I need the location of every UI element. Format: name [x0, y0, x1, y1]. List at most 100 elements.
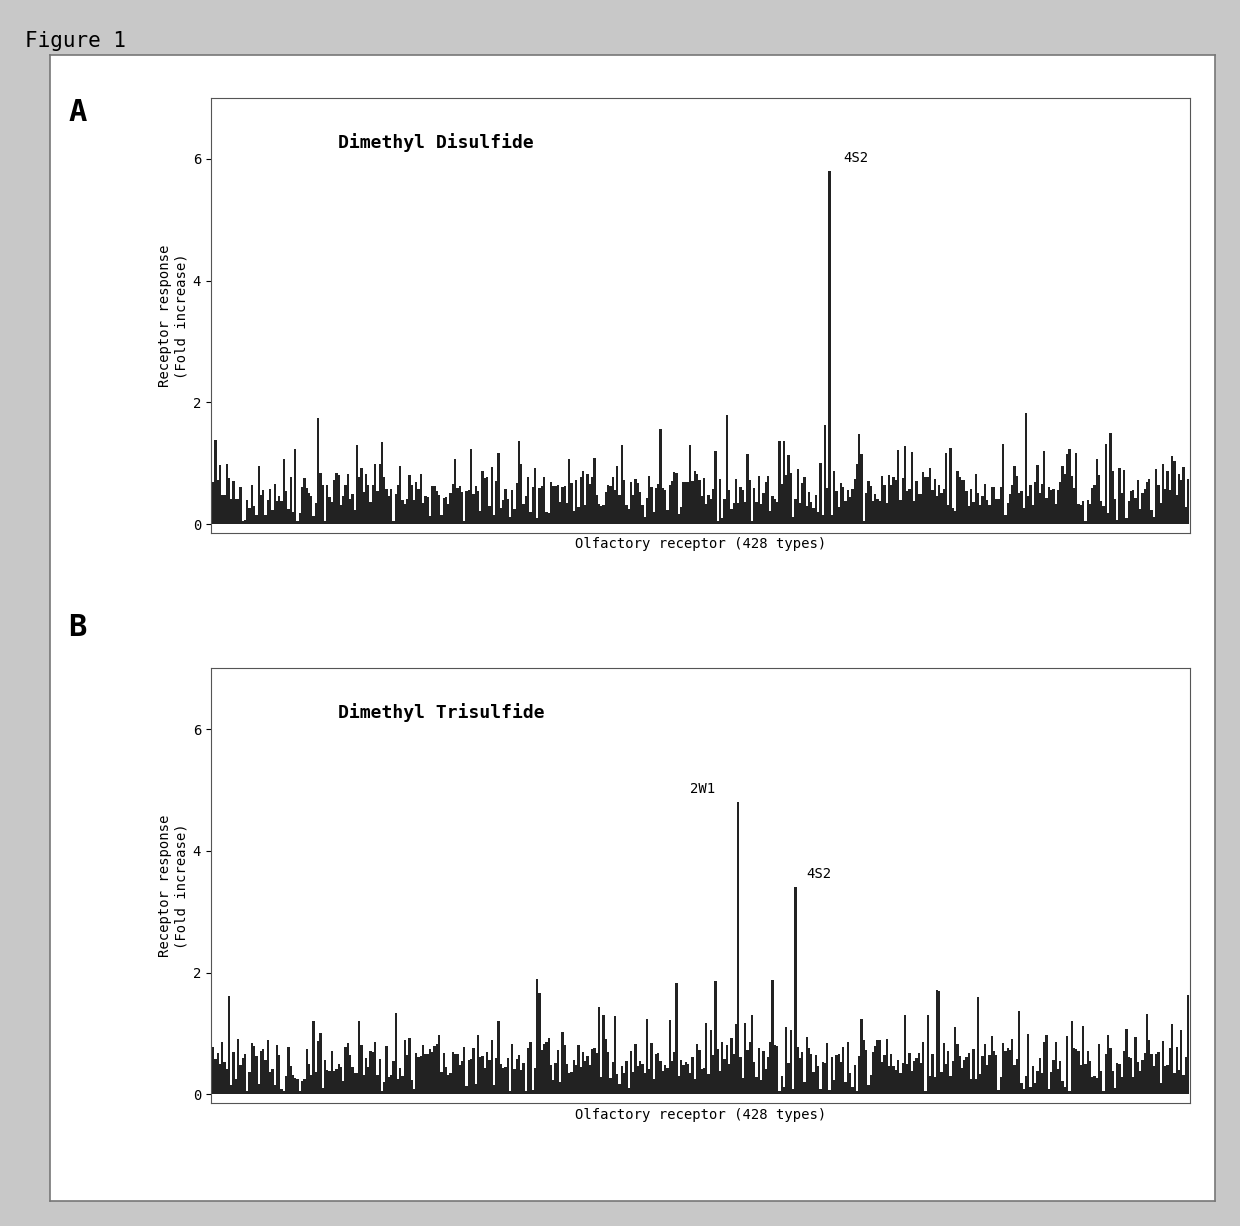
Bar: [1096, 1078, 1097, 1095]
Bar: [920, 494, 923, 525]
Bar: [477, 1035, 479, 1095]
Bar: [1162, 465, 1164, 525]
Bar: [632, 1072, 635, 1095]
Bar: [959, 1056, 961, 1095]
Bar: [847, 1042, 849, 1095]
Bar: [448, 1075, 449, 1095]
Bar: [983, 1043, 986, 1095]
Bar: [1089, 1062, 1091, 1095]
Bar: [812, 508, 815, 525]
Bar: [954, 1026, 956, 1095]
Bar: [749, 1042, 751, 1095]
Bar: [879, 500, 880, 525]
Bar: [418, 1057, 419, 1095]
Bar: [522, 504, 525, 525]
Bar: [600, 1076, 603, 1095]
Bar: [1027, 1035, 1029, 1095]
Bar: [1078, 504, 1080, 525]
Bar: [749, 479, 751, 525]
Text: Figure 1: Figure 1: [25, 31, 125, 50]
Bar: [312, 1021, 315, 1095]
Bar: [993, 487, 996, 525]
Bar: [247, 1091, 248, 1095]
Bar: [361, 467, 362, 525]
Bar: [774, 499, 776, 525]
Bar: [1073, 488, 1075, 525]
Bar: [445, 497, 448, 525]
Bar: [319, 473, 321, 525]
Bar: [1130, 1058, 1132, 1095]
Bar: [386, 1046, 388, 1095]
Bar: [232, 1052, 234, 1095]
Bar: [500, 1064, 502, 1095]
Bar: [836, 490, 837, 525]
Bar: [815, 1056, 817, 1095]
Bar: [557, 484, 559, 525]
Bar: [910, 452, 913, 525]
Bar: [413, 1089, 415, 1095]
Bar: [755, 1076, 758, 1095]
Bar: [1053, 1059, 1054, 1095]
Bar: [1110, 1047, 1111, 1095]
Bar: [867, 1085, 869, 1095]
Bar: [906, 492, 909, 525]
Bar: [644, 1073, 646, 1095]
Bar: [880, 1062, 883, 1095]
Bar: [641, 1064, 644, 1095]
Bar: [790, 473, 792, 525]
Bar: [1110, 433, 1111, 525]
Bar: [598, 1007, 600, 1095]
Bar: [217, 479, 218, 525]
Bar: [285, 1075, 288, 1095]
Bar: [335, 473, 337, 525]
Bar: [232, 482, 234, 525]
Bar: [828, 172, 831, 525]
Bar: [367, 1067, 370, 1095]
Bar: [831, 1057, 833, 1095]
Bar: [1040, 484, 1043, 525]
Bar: [546, 1042, 548, 1095]
Bar: [1066, 1036, 1068, 1095]
Bar: [763, 1051, 765, 1095]
Bar: [1009, 1049, 1011, 1095]
Bar: [451, 484, 454, 525]
Bar: [351, 494, 353, 525]
Bar: [1169, 1048, 1171, 1095]
Bar: [513, 509, 516, 525]
Bar: [467, 489, 470, 525]
Bar: [652, 1079, 655, 1095]
Bar: [231, 1085, 232, 1095]
Bar: [378, 463, 381, 525]
Bar: [321, 484, 324, 525]
Bar: [391, 1075, 392, 1095]
Bar: [1183, 467, 1184, 525]
Bar: [901, 478, 904, 525]
Bar: [609, 485, 611, 525]
Bar: [684, 482, 687, 525]
Bar: [698, 479, 701, 525]
Bar: [655, 488, 657, 525]
Bar: [1018, 493, 1021, 525]
Bar: [999, 487, 1002, 525]
Bar: [1061, 1080, 1064, 1095]
Bar: [614, 1015, 616, 1095]
Bar: [308, 1064, 310, 1095]
Bar: [650, 487, 652, 525]
Bar: [751, 521, 753, 525]
Bar: [678, 1075, 680, 1095]
Bar: [1143, 1053, 1146, 1095]
Bar: [288, 1047, 290, 1095]
Bar: [915, 1058, 918, 1095]
Bar: [508, 1091, 511, 1095]
Bar: [883, 1054, 885, 1095]
Bar: [1154, 468, 1157, 525]
Bar: [1004, 1051, 1007, 1095]
Bar: [660, 429, 662, 525]
Bar: [682, 1065, 684, 1095]
Bar: [575, 1064, 578, 1095]
Bar: [646, 498, 649, 525]
Bar: [708, 1074, 709, 1095]
Bar: [365, 473, 367, 525]
Bar: [280, 1090, 283, 1095]
Bar: [769, 1042, 771, 1095]
